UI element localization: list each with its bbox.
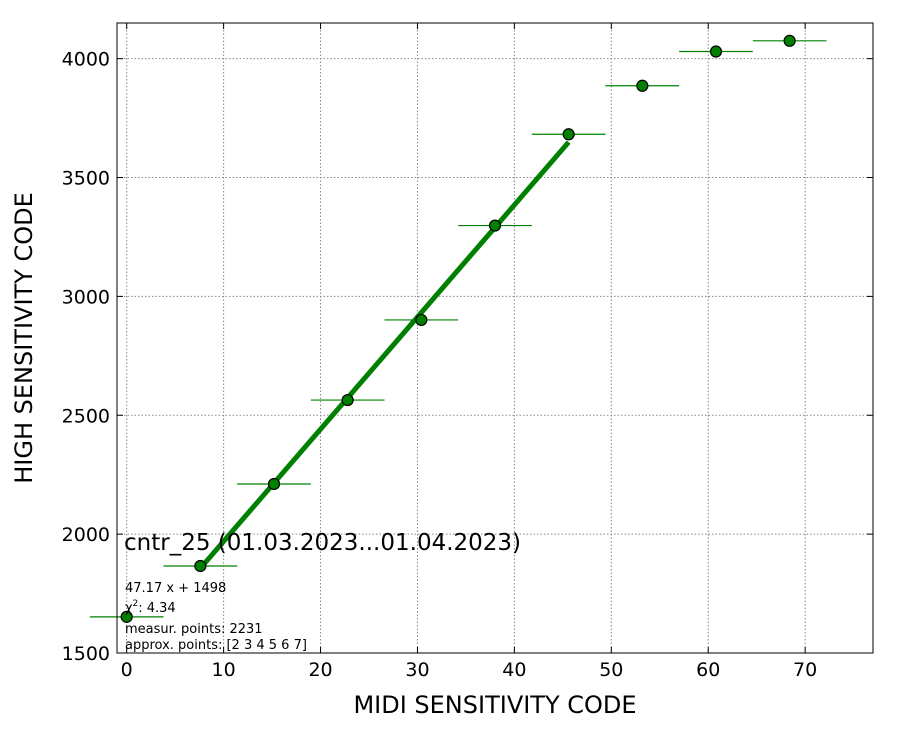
fit-line xyxy=(198,140,571,570)
y-tick-label: 4000 xyxy=(62,49,110,71)
x-tick-label: 50 xyxy=(599,659,623,681)
x-tick-label: 10 xyxy=(212,659,236,681)
fit-line-layer xyxy=(198,140,571,570)
ticks: 0 10 20 30 40 50 60 70 1500 2000 2500 3000 3500 4000 xyxy=(62,23,873,681)
x-axis-label: MIDI SENSITIVITY CODE xyxy=(353,691,636,719)
annotation-approx-points: approx. points: [2 3 4 5 6 7] xyxy=(125,638,307,653)
data-point xyxy=(636,79,649,92)
data-point xyxy=(267,477,281,491)
data-point xyxy=(194,559,207,573)
y-tick-label: 1500 xyxy=(62,643,110,665)
annotation-chi2-exponent: 2 xyxy=(133,599,139,609)
data-point xyxy=(562,128,575,141)
annotation-chi2-symbol: χ xyxy=(125,601,133,616)
y-tick-label: 2500 xyxy=(62,405,110,427)
annotation-title: cntr_25 (01.03.2023...01.04.2023) xyxy=(124,530,521,556)
x-tick-label: 30 xyxy=(405,659,429,681)
x-tick-label: 20 xyxy=(308,659,332,681)
y-tick-label: 2000 xyxy=(62,524,110,546)
y-tick-label: 3500 xyxy=(62,168,110,190)
data-points xyxy=(120,34,796,623)
y-tick-label: 3000 xyxy=(62,286,110,308)
data-point xyxy=(120,610,133,623)
annotation-equation: 47.17 x + 1498 xyxy=(125,581,226,596)
data-point xyxy=(341,393,354,407)
data-point xyxy=(709,45,723,58)
data-point xyxy=(488,219,502,232)
x-tick-label: 70 xyxy=(793,659,817,681)
annotation-chi2: χ2: 4.34 xyxy=(125,599,176,616)
data-point xyxy=(783,34,796,47)
plot-frame xyxy=(116,22,874,654)
x-tick-label: 60 xyxy=(696,659,720,681)
y-axis-label: HIGH SENSITIVITY CODE xyxy=(10,192,38,484)
data-point xyxy=(415,313,428,327)
grid xyxy=(117,23,873,654)
annotation-measur-points: measur. points: 2231 xyxy=(125,622,263,637)
x-tick-label: 0 xyxy=(121,659,133,681)
x-tick-label: 40 xyxy=(502,659,526,681)
annotation-chi2-value: : 4.34 xyxy=(138,601,175,616)
